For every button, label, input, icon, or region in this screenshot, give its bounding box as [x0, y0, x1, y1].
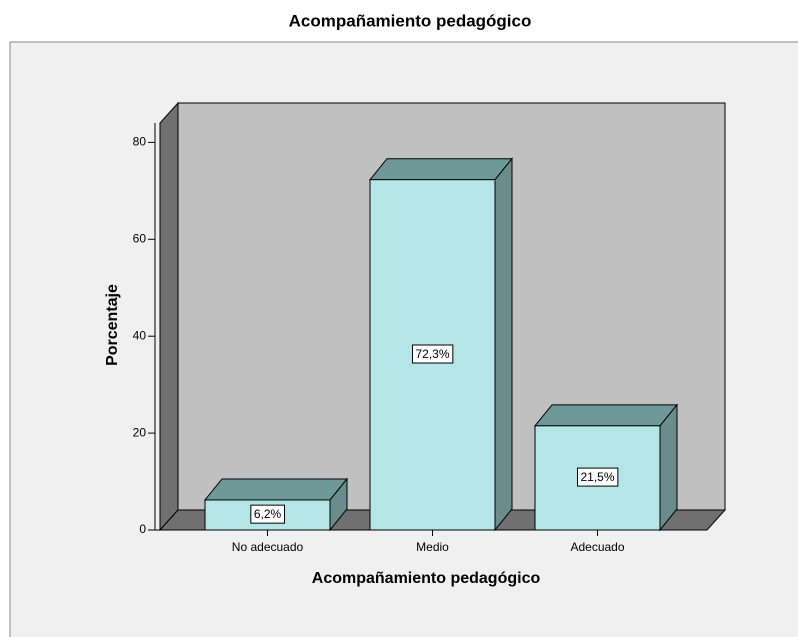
- bar-top: [533, 404, 679, 427]
- value-label: 72,3%: [415, 347, 449, 361]
- bar-side: [494, 157, 513, 532]
- value-label-box: [576, 467, 619, 487]
- bar: [533, 403, 679, 532]
- value-label: 6,2%: [254, 507, 282, 521]
- bar-side: [659, 403, 678, 532]
- value-label-box: [250, 504, 286, 524]
- bar: [368, 157, 514, 532]
- value-label: 21,5%: [580, 470, 614, 484]
- value-label-box: [411, 344, 454, 364]
- y-tick-label: 0: [139, 522, 146, 536]
- y-axis-title: Porcentaje: [104, 284, 121, 366]
- x-tick-label: No adecuado: [232, 540, 304, 554]
- x-tick-label: Adecuado: [570, 540, 624, 554]
- y-tick-label: 20: [133, 425, 147, 439]
- y-tick-label: 60: [133, 231, 147, 245]
- y-tick-label: 80: [133, 135, 147, 149]
- bar-top: [368, 158, 514, 181]
- chart-title: Acompañamiento pedagógico: [289, 11, 532, 30]
- y-tick-label: 40: [133, 328, 147, 342]
- x-axis-title: Acompañamiento pedagógico: [312, 570, 541, 587]
- bar-top: [203, 478, 349, 501]
- left-wall: [159, 101, 179, 532]
- x-tick-label: Medio: [416, 540, 449, 554]
